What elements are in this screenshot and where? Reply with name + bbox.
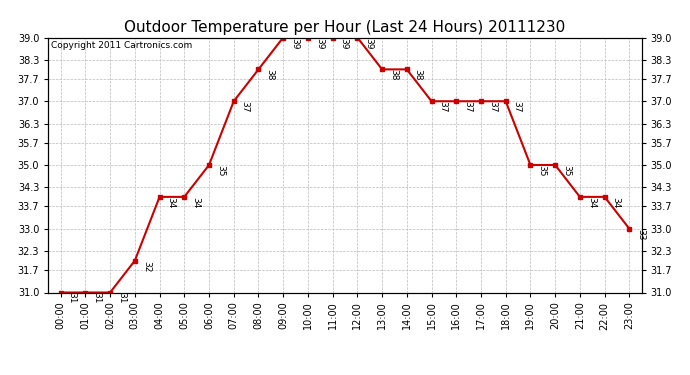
Text: 34: 34 [611, 197, 620, 208]
Text: 37: 37 [513, 101, 522, 113]
Text: 37: 37 [488, 101, 497, 113]
Text: 39: 39 [364, 38, 373, 49]
Text: 39: 39 [339, 38, 348, 49]
Text: Copyright 2011 Cartronics.com: Copyright 2011 Cartronics.com [51, 41, 193, 50]
Text: 35: 35 [538, 165, 546, 177]
Text: 31: 31 [92, 292, 101, 304]
Text: 39: 39 [290, 38, 299, 49]
Text: 31: 31 [117, 292, 126, 304]
Text: 37: 37 [241, 101, 250, 113]
Text: 34: 34 [586, 197, 596, 208]
Text: 37: 37 [438, 101, 448, 113]
Text: 38: 38 [414, 69, 423, 81]
Text: 35: 35 [216, 165, 225, 177]
Text: 31: 31 [68, 292, 77, 304]
Text: 38: 38 [266, 69, 275, 81]
Text: 39: 39 [315, 38, 324, 49]
Text: 34: 34 [166, 197, 175, 208]
Text: 34: 34 [191, 197, 200, 208]
Title: Outdoor Temperature per Hour (Last 24 Hours) 20111230: Outdoor Temperature per Hour (Last 24 Ho… [124, 20, 566, 35]
Text: 33: 33 [636, 229, 645, 240]
Text: 38: 38 [389, 69, 398, 81]
Text: 37: 37 [463, 101, 472, 113]
Text: 35: 35 [562, 165, 571, 177]
Text: 32: 32 [141, 261, 151, 272]
